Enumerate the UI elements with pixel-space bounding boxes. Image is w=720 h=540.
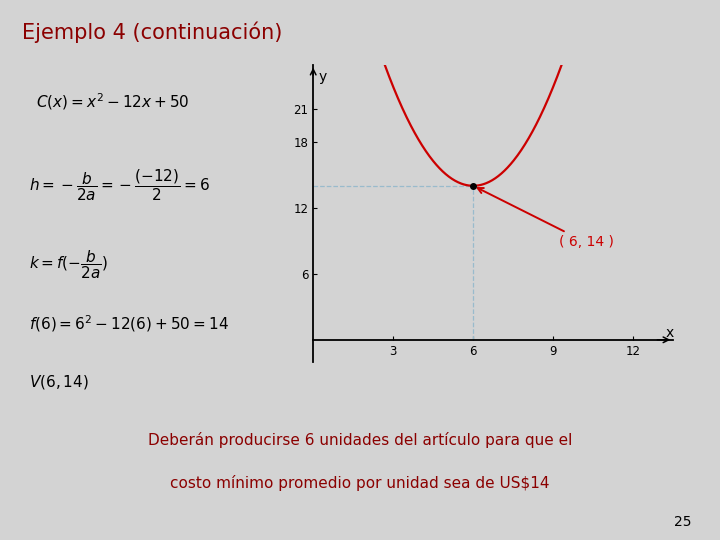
Text: $V(6, 14)$: $V(6, 14)$ bbox=[29, 373, 89, 390]
Text: $C(x) = x^2 - 12x + 50$: $C(x) = x^2 - 12x + 50$ bbox=[36, 92, 189, 112]
Text: Deberán producirse 6 unidades del artículo para que el: Deberán producirse 6 unidades del artícu… bbox=[148, 432, 572, 448]
Text: $k = f(-\dfrac{b}{2a})$: $k = f(-\dfrac{b}{2a})$ bbox=[29, 248, 108, 281]
Text: x: x bbox=[665, 326, 673, 340]
Text: $h = -\dfrac{b}{2a} = -\dfrac{(-12)}{2} = 6$: $h = -\dfrac{b}{2a} = -\dfrac{(-12)}{2} … bbox=[29, 167, 210, 203]
Text: ( 6, 14 ): ( 6, 14 ) bbox=[477, 188, 613, 249]
Text: y: y bbox=[318, 70, 327, 84]
Text: Ejemplo 4 (continuación): Ejemplo 4 (continuación) bbox=[22, 22, 282, 43]
Text: $f(6) = 6^2 - 12(6) + 50 = 14$: $f(6) = 6^2 - 12(6) + 50 = 14$ bbox=[29, 313, 229, 334]
Text: costo mínimo promedio por unidad sea de US$14: costo mínimo promedio por unidad sea de … bbox=[170, 475, 550, 491]
Text: 25: 25 bbox=[674, 515, 691, 529]
